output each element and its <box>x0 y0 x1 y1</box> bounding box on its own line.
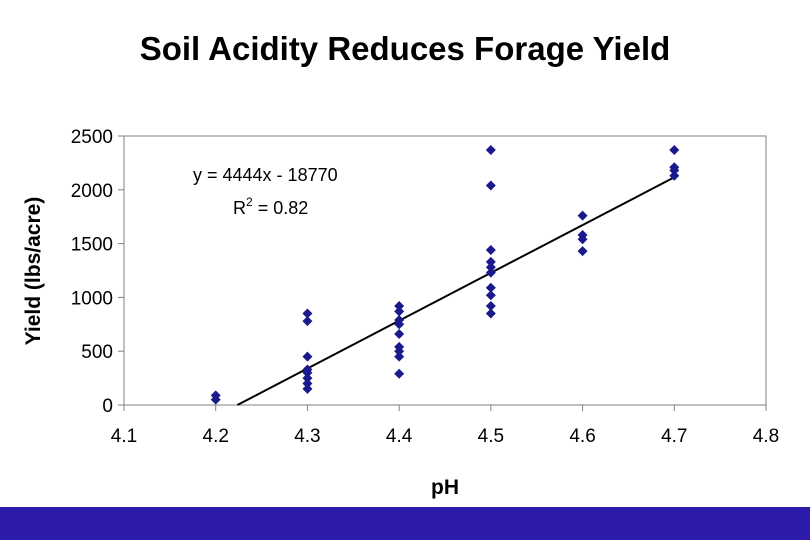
data-point <box>577 246 588 257</box>
y-tick-label: 0 <box>102 396 113 417</box>
footer-bar <box>0 507 810 540</box>
x-tick-label: 4.4 <box>386 426 413 447</box>
r-squared-label: R2 = 0.82 <box>233 195 308 218</box>
data-point <box>485 308 496 319</box>
data-point <box>394 306 405 317</box>
data-point <box>302 378 313 389</box>
data-point <box>577 234 588 245</box>
y-tick-label: 1000 <box>71 288 113 309</box>
data-point <box>302 383 313 394</box>
scatter-chart: 4.1 4.2 4.3 4.4 4.5 4.6 4.7 4.8 0 500 1000 1500 2000… <box>22 127 779 499</box>
data-point <box>485 290 496 301</box>
x-axis-title: pH <box>431 476 459 499</box>
chart-title: Soil Acidity Reduces Forage Yield <box>139 30 671 67</box>
data-point <box>485 256 496 267</box>
data-point <box>394 351 405 362</box>
x-tick-label: 4.6 <box>569 426 595 447</box>
data-point <box>394 319 405 330</box>
data-point <box>485 262 496 273</box>
x-tick-label: 4.5 <box>478 426 504 447</box>
y-tick-label: 2000 <box>71 181 113 202</box>
data-point <box>394 301 405 312</box>
data-point <box>485 267 496 278</box>
x-tick-label: 4.1 <box>111 426 137 447</box>
y-tick-label: 2500 <box>71 127 113 148</box>
data-point <box>669 170 680 181</box>
trendline-equation: y = 4444x - 18770 <box>193 165 338 185</box>
data-point <box>485 282 496 293</box>
data-point <box>669 144 680 155</box>
x-tick-label: 4.7 <box>661 426 687 447</box>
y-axis-title: Yield (lbs/acre) <box>22 197 45 346</box>
data-point <box>577 210 588 221</box>
data-point <box>394 346 405 357</box>
x-tick-label: 4.3 <box>294 426 320 447</box>
y-tick-label: 1500 <box>71 235 113 256</box>
data-point <box>485 144 496 155</box>
data-point <box>302 308 313 319</box>
data-point <box>485 245 496 256</box>
data-point <box>485 180 496 191</box>
data-point <box>302 351 313 362</box>
y-tick-label: 500 <box>81 342 113 363</box>
data-point <box>302 367 313 378</box>
x-tick-label: 4.8 <box>753 426 779 447</box>
data-point <box>302 373 313 384</box>
x-tick-label: 4.2 <box>203 426 229 447</box>
data-point <box>394 328 405 339</box>
trendline <box>236 176 675 406</box>
plot-area <box>123 135 767 406</box>
data-point <box>210 394 221 405</box>
data-point <box>394 368 405 379</box>
data-point <box>669 165 680 176</box>
data-point <box>485 301 496 312</box>
data-point <box>302 316 313 327</box>
